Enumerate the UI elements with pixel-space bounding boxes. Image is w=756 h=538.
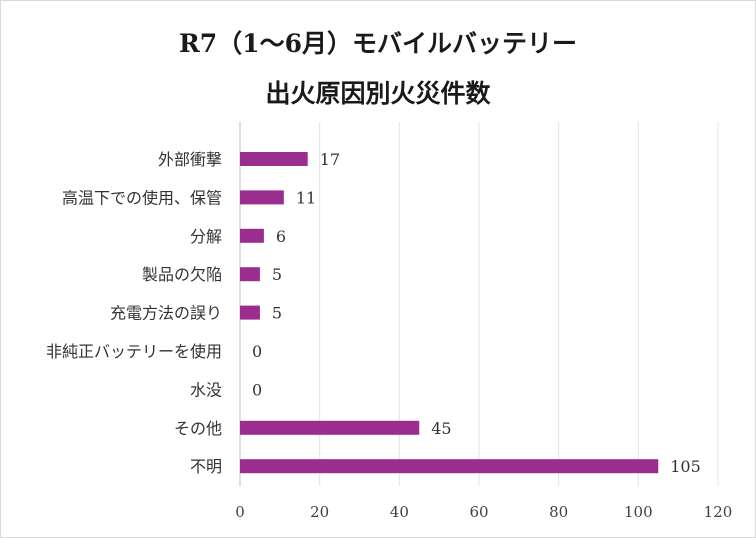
bar	[240, 152, 308, 166]
bar	[240, 459, 659, 474]
x-tick-label: 60	[469, 503, 488, 521]
x-axis-ticks: 0 20 40 60 80 100 120	[235, 503, 732, 521]
bar	[240, 267, 260, 282]
bar	[240, 420, 420, 435]
value-label: 105	[670, 457, 701, 476]
bar	[240, 228, 264, 243]
x-tick-label: 100	[624, 503, 653, 521]
x-tick-label: 80	[549, 503, 568, 521]
x-tick-label: 20	[310, 503, 329, 521]
category-label: 製品の欠陥	[142, 265, 222, 284]
value-label: 5	[272, 304, 282, 323]
category-label: 不明	[190, 457, 222, 476]
chart-title-line-1: R7（1〜6月）モバイルバッテリー	[179, 29, 577, 58]
chart-title-line-2: 出火原因別火災件数	[265, 79, 491, 108]
category-labels: 外部衝撃高温下での使用、保管分解製品の欠陥充電方法の誤り非純正バッテリーを使用水…	[46, 150, 222, 476]
value-label: 17	[320, 150, 340, 169]
bar	[240, 305, 260, 320]
value-label: 0	[252, 342, 262, 361]
x-tick-label: 120	[704, 503, 733, 521]
value-label: 0	[252, 380, 262, 399]
x-tick-label: 40	[390, 503, 409, 521]
category-label: 非純正バッテリーを使用	[46, 342, 222, 361]
x-tick-label: 0	[235, 503, 245, 521]
category-label: 高温下での使用、保管	[62, 188, 222, 207]
category-label: 分解	[190, 227, 222, 246]
category-label: 外部衝撃	[158, 150, 222, 169]
category-label: その他	[174, 419, 222, 438]
value-label: 6	[276, 227, 286, 246]
value-label: 5	[272, 265, 282, 284]
category-label: 充電方法の誤り	[110, 304, 222, 323]
value-label: 11	[296, 188, 316, 207]
bars	[240, 152, 659, 474]
bar	[240, 190, 284, 205]
category-label: 水没	[190, 380, 222, 399]
value-label: 45	[431, 419, 451, 438]
